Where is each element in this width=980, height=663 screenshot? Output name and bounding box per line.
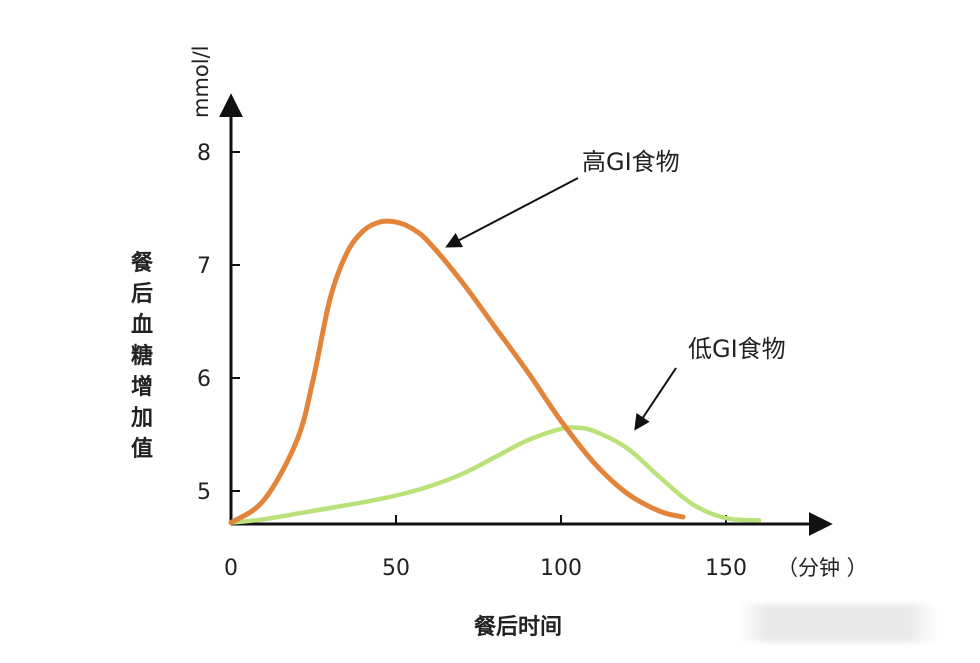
- x-unit-label: （分钟 ）: [777, 556, 868, 580]
- y-tick-label: 8: [197, 141, 211, 166]
- y-tick-label: 7: [197, 254, 211, 279]
- x-tick-group: 0 50 100 150: [224, 515, 747, 581]
- x-tick-label: 100: [540, 556, 582, 581]
- x-tick-label: 150: [705, 556, 747, 581]
- series-line-high-gi: [228, 218, 686, 526]
- y-unit-label: mmol/l: [189, 45, 213, 118]
- annotation-low-gi: 低GI食物: [688, 335, 786, 363]
- watermark-blur: [738, 604, 938, 642]
- x-tick-label: 0: [224, 556, 238, 581]
- y-axis-title: 餐后血糖增加值: [130, 251, 154, 462]
- annotation-high-gi: 高GI食物: [582, 148, 680, 176]
- y-tick-label: 6: [197, 367, 211, 392]
- y-tick-group: 5 6 7 8: [197, 141, 240, 505]
- annotation-low-gi-arrow: [634, 367, 677, 431]
- series-line-low-gi: [228, 425, 762, 525]
- x-tick-label: 50: [382, 556, 410, 581]
- y-tick-label: 5: [197, 480, 211, 505]
- series-group: [228, 218, 762, 526]
- x-axis-title: 餐后时间: [474, 615, 562, 640]
- annotation-high-gi-arrow: [445, 177, 579, 248]
